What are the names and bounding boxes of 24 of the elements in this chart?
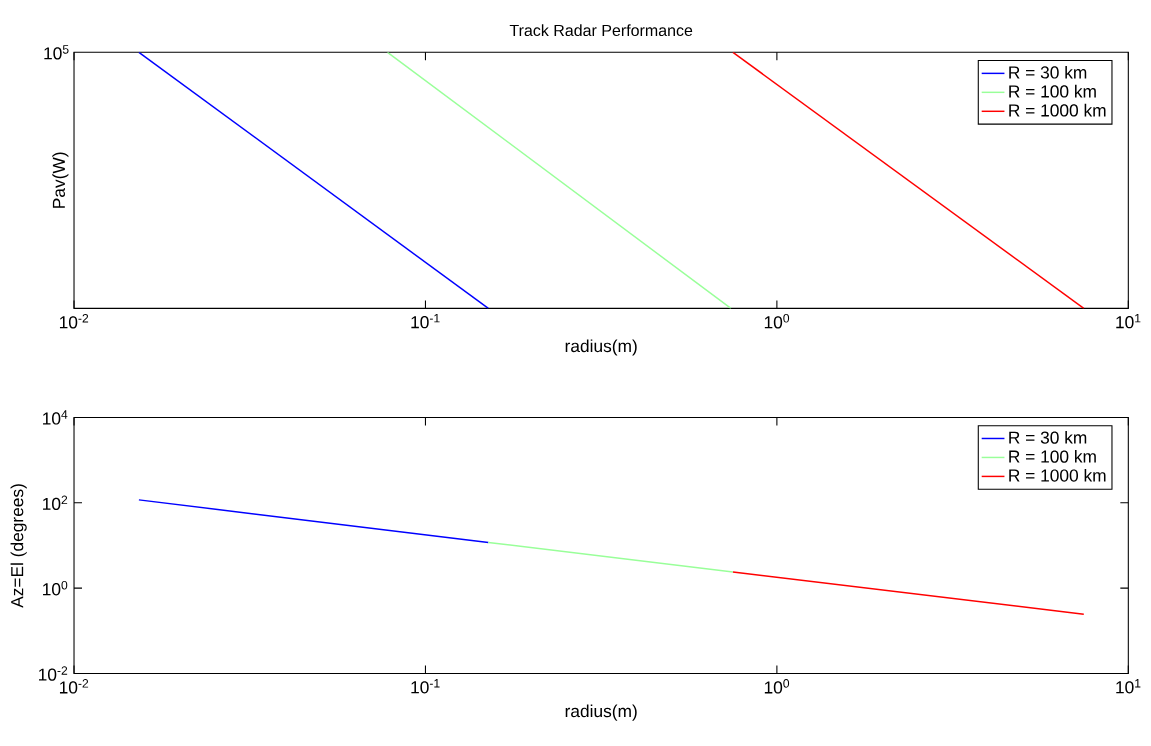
legend-label: R = 1000 km [1009, 104, 1106, 117]
y-tick-label: 10$^{4}$ [43, 410, 68, 425]
y-axis-title: Pav(W) [52, 152, 69, 209]
chart-title: Track Radar Performance [509, 24, 693, 37]
y-tick-label: 10$^{2}$ [43, 495, 68, 511]
x-tick-label: 10$^{-1}$ [411, 679, 440, 694]
x-axis-title: radius(m) [565, 339, 637, 356]
legend-label: R = 1000 km [1009, 469, 1106, 482]
y-tick-label: 10$^{-2}$ [38, 666, 68, 681]
x-tick-label: 10$^{-1}$ [411, 314, 440, 329]
x-axis-title: radius(m) [565, 704, 637, 721]
x-tick-label: 10$^{-2}$ [59, 679, 89, 694]
legend-label: R = 100 km [1009, 85, 1096, 98]
x-tick-label: 10$^{1}$ [1116, 314, 1141, 329]
x-tick-label: 10$^{0}$ [764, 314, 790, 329]
legend-label: R = 100 km [1009, 450, 1096, 463]
x-tick-label: 10$^{0}$ [764, 679, 790, 694]
text: 10$^{5}$ [44, 45, 69, 60]
x-tick-label: 10$^{1}$ [1116, 679, 1141, 694]
y-axis-title: Az=El (degrees) [10, 484, 27, 609]
legend-label: R = 30 km [1009, 66, 1087, 79]
x-tick-label: 10$^{-2}$ [59, 314, 89, 329]
y-tick-label: 10$^{0}$ [43, 581, 68, 596]
legend-label: R = 30 km [1009, 431, 1087, 444]
